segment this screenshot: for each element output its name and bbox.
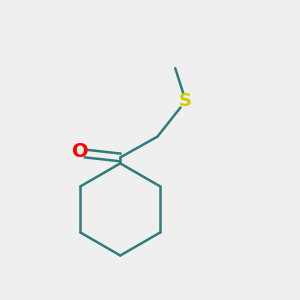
Text: O: O [72,142,88,161]
Text: S: S [179,92,192,110]
